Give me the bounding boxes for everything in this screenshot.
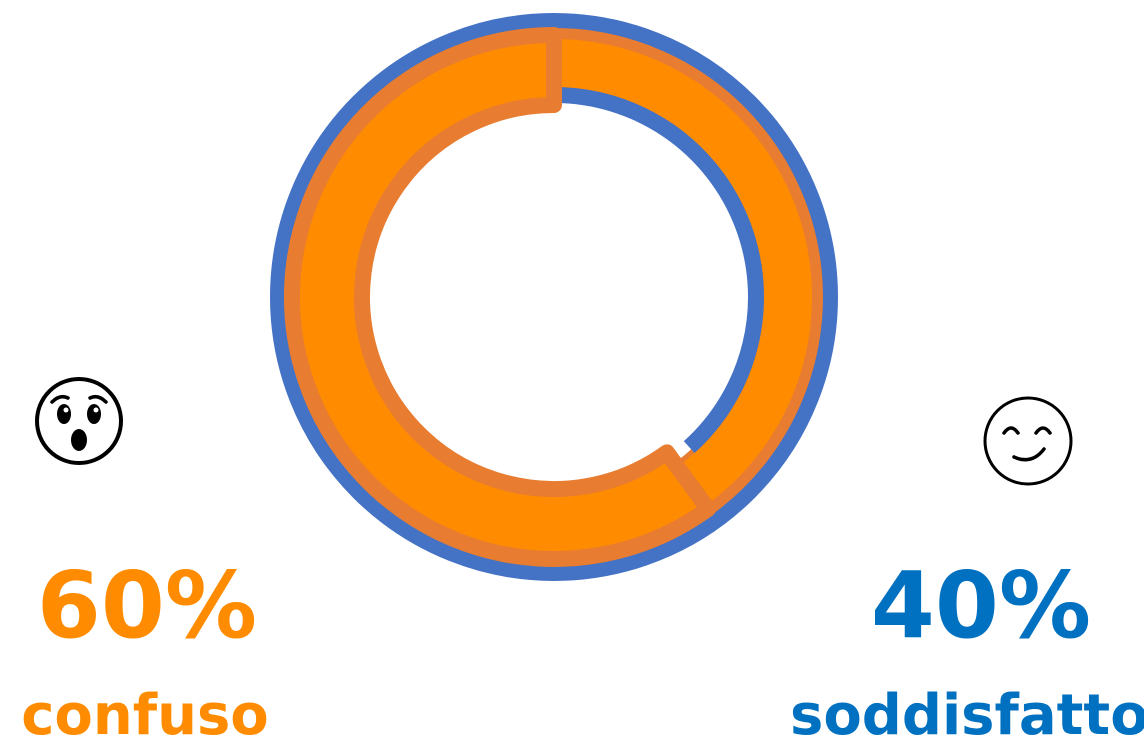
smiling-face-icon (982, 395, 1074, 487)
confuso-percentage: 60% (36, 552, 258, 659)
confuso-label: confuso (21, 683, 269, 748)
soddisfatto-percentage: 40% (870, 552, 1092, 659)
soddisfatto-label: soddisfatto (790, 683, 1144, 748)
donut-slice-soddisfatto-inner-edge (553, 87, 764, 454)
surprised-face-icon (34, 376, 124, 466)
donut-slice-confuso-right-band (554, 39, 812, 506)
donut-slice-confuso-main (284, 27, 716, 567)
